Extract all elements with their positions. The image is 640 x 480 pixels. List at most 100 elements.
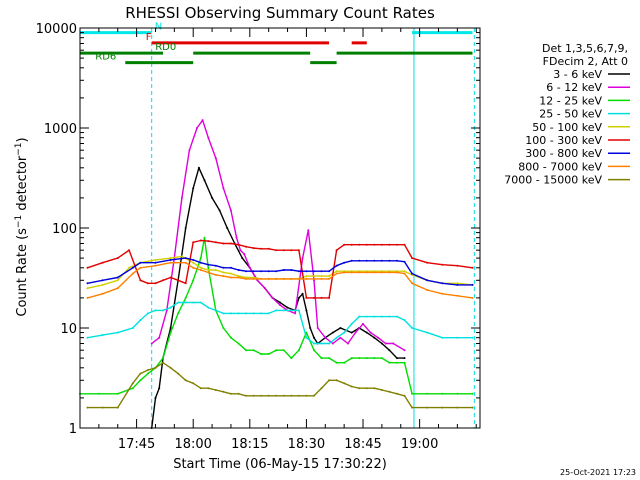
- data-point: [343, 243, 346, 246]
- data-point: [335, 336, 338, 339]
- data-point: [211, 196, 214, 199]
- data-point: [184, 261, 187, 264]
- data-point: [201, 119, 204, 122]
- data-point: [184, 301, 187, 304]
- data-point: [180, 255, 183, 258]
- data-point: [139, 379, 142, 382]
- data-point: [192, 258, 195, 261]
- data-point: [456, 406, 459, 409]
- data-point: [365, 357, 368, 360]
- data-point: [184, 282, 187, 285]
- data-point: [116, 276, 119, 279]
- data-point: [199, 257, 202, 260]
- data-point: [305, 331, 308, 334]
- data-point: [471, 296, 474, 299]
- data-point: [411, 272, 414, 275]
- legend-header: FDecim 2, Att 0: [543, 55, 628, 68]
- data-point: [214, 241, 217, 244]
- data-point: [207, 387, 210, 390]
- data-point: [222, 275, 225, 278]
- data-point: [116, 279, 119, 282]
- data-point: [290, 309, 293, 312]
- data-point: [369, 331, 372, 334]
- flag-label-rd0: RD0: [155, 42, 176, 53]
- data-point: [139, 266, 142, 269]
- data-point: [358, 315, 361, 318]
- data-point: [365, 271, 368, 274]
- data-point: [456, 294, 459, 297]
- y-tick-label: 10000: [36, 22, 77, 37]
- data-point: [150, 342, 153, 345]
- data-point: [307, 229, 310, 232]
- data-point: [169, 366, 172, 369]
- data-point: [350, 357, 353, 360]
- data-point: [388, 259, 391, 262]
- data-point: [192, 382, 195, 385]
- data-point: [184, 227, 187, 229]
- data-point: [335, 272, 338, 275]
- data-point: [101, 292, 104, 295]
- data-point: [229, 336, 232, 339]
- data-point: [426, 261, 429, 264]
- data-point: [199, 261, 202, 264]
- data-point: [146, 282, 149, 285]
- data-point: [290, 249, 293, 252]
- data-point: [343, 271, 346, 274]
- data-point: [377, 336, 380, 339]
- data-point: [297, 270, 300, 273]
- data-point: [260, 312, 263, 315]
- data-point: [471, 336, 474, 339]
- data-point: [301, 292, 304, 295]
- data-point: [297, 394, 300, 397]
- data-point: [207, 240, 210, 243]
- data-point: [403, 260, 406, 263]
- data-point: [260, 270, 263, 273]
- data-point: [384, 342, 387, 345]
- data-point: [222, 271, 225, 274]
- data-point: [256, 279, 259, 282]
- data-point: [245, 245, 247, 248]
- data-point: [392, 342, 395, 345]
- legend-header: Det 1,3,5,6,7,9,: [542, 42, 628, 55]
- data-point: [222, 242, 225, 245]
- data-point: [388, 361, 391, 364]
- data-point: [313, 275, 315, 278]
- data-point: [169, 327, 172, 329]
- data-point: [411, 327, 414, 329]
- data-point: [158, 387, 161, 390]
- data-point: [290, 357, 293, 360]
- data-point: [350, 259, 353, 262]
- data-point: [373, 387, 376, 390]
- data-point: [222, 266, 225, 269]
- data-point: [305, 296, 308, 299]
- data-point: [403, 394, 406, 397]
- x-tick-label: 18:00: [174, 437, 211, 452]
- data-point: [350, 271, 353, 274]
- series-line-3: [80, 237, 473, 395]
- data-point: [237, 392, 240, 395]
- data-point: [305, 275, 308, 278]
- data-point: [358, 259, 361, 262]
- data-point: [116, 257, 119, 260]
- data-point: [328, 296, 331, 299]
- data-point: [131, 327, 134, 329]
- data-point: [373, 357, 376, 360]
- data-point: [320, 387, 323, 390]
- data-point: [305, 309, 308, 312]
- data-point: [320, 277, 323, 280]
- data-point: [380, 357, 383, 360]
- data-point: [139, 319, 142, 322]
- data-point: [426, 279, 429, 282]
- data-point: [343, 331, 346, 334]
- data-point: [116, 392, 119, 395]
- data-point: [252, 394, 255, 397]
- data-point: [207, 306, 210, 309]
- data-point: [380, 315, 383, 318]
- data-point: [373, 336, 376, 339]
- data-point: [207, 136, 210, 139]
- data-point: [101, 406, 104, 409]
- data-point: [380, 389, 383, 391]
- data-point: [320, 342, 323, 345]
- data-point: [196, 127, 198, 129]
